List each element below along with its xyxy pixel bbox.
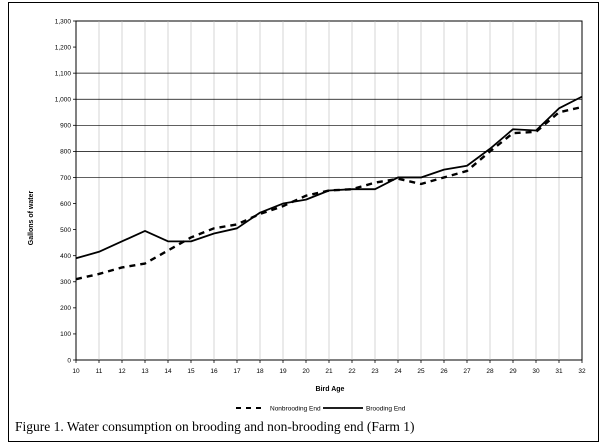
x-tick-label: 21 [325, 368, 333, 375]
x-tick-label: 28 [486, 368, 494, 375]
x-tick-label: 32 [578, 368, 586, 375]
x-ticks: 10 11 12 13 14 15 16 17 18 19 20 21 22 23 24 25 26 27 28 29… [72, 360, 586, 375]
legend: Nonbrooding End Brooding End [236, 406, 406, 413]
y-tick-label: 1,000 [55, 97, 72, 104]
x-grid-lines [98, 21, 560, 360]
y-tick-label: 600 [60, 201, 71, 208]
x-tick-label: 13 [141, 368, 149, 375]
y-tick-label: 400 [60, 253, 71, 260]
x-tick-label: 19 [279, 368, 287, 375]
plot-area-group [75, 20, 583, 361]
y-tick-label: 900 [60, 123, 71, 130]
figure-caption: Figure 1. Water consumption on brooding … [15, 419, 415, 434]
y-ticks: 0 100 200 300 400 500 600 700 800 900 1,000 1,100 1,… [55, 18, 76, 364]
y-axis-label: Gallons of water [28, 191, 35, 246]
y-tick-label: 300 [60, 279, 71, 286]
x-tick-label: 16 [210, 368, 218, 375]
x-tick-label: 11 [96, 368, 103, 375]
x-tick-label: 29 [509, 368, 517, 375]
series-line-brooding [75, 95, 583, 260]
y-tick-label: 0 [67, 357, 71, 364]
y-tick-label: 100 [60, 331, 71, 338]
x-tick-label: 27 [463, 368, 471, 375]
x-tick-label: 10 [72, 368, 80, 375]
x-tick-label: 26 [440, 368, 448, 375]
x-tick-label: 15 [187, 368, 195, 375]
y-tick-label: 500 [60, 227, 71, 234]
y-tick-label: 1,100 [55, 70, 72, 77]
x-tick-label: 23 [371, 368, 379, 375]
series-lines [75, 95, 583, 281]
y-tick-label: 1,300 [55, 18, 72, 25]
y-tick-label: 1,200 [55, 44, 72, 51]
series-line-nonbrooding [75, 105, 583, 281]
y-tick-label: 200 [60, 305, 71, 312]
legend-label-nonbrooding: Nonbrooding End [270, 406, 321, 413]
x-tick-label: 25 [417, 368, 425, 375]
x-tick-label: 31 [555, 368, 563, 375]
legend-label-brooding: Brooding End [366, 406, 406, 413]
y-grid-lines [76, 72, 582, 178]
x-tick-label: 17 [233, 368, 241, 375]
y-tick-label: 700 [60, 175, 71, 182]
x-tick-label: 12 [118, 368, 126, 375]
x-tick-label: 20 [302, 368, 310, 375]
x-tick-label: 14 [164, 368, 172, 375]
x-tick-label: 24 [394, 368, 402, 375]
x-tick-label: 18 [256, 368, 264, 375]
x-tick-label: 30 [532, 368, 540, 375]
x-tick-label: 22 [348, 368, 356, 375]
y-tick-label: 800 [60, 149, 71, 156]
x-axis-label: Bird Age [316, 386, 345, 393]
